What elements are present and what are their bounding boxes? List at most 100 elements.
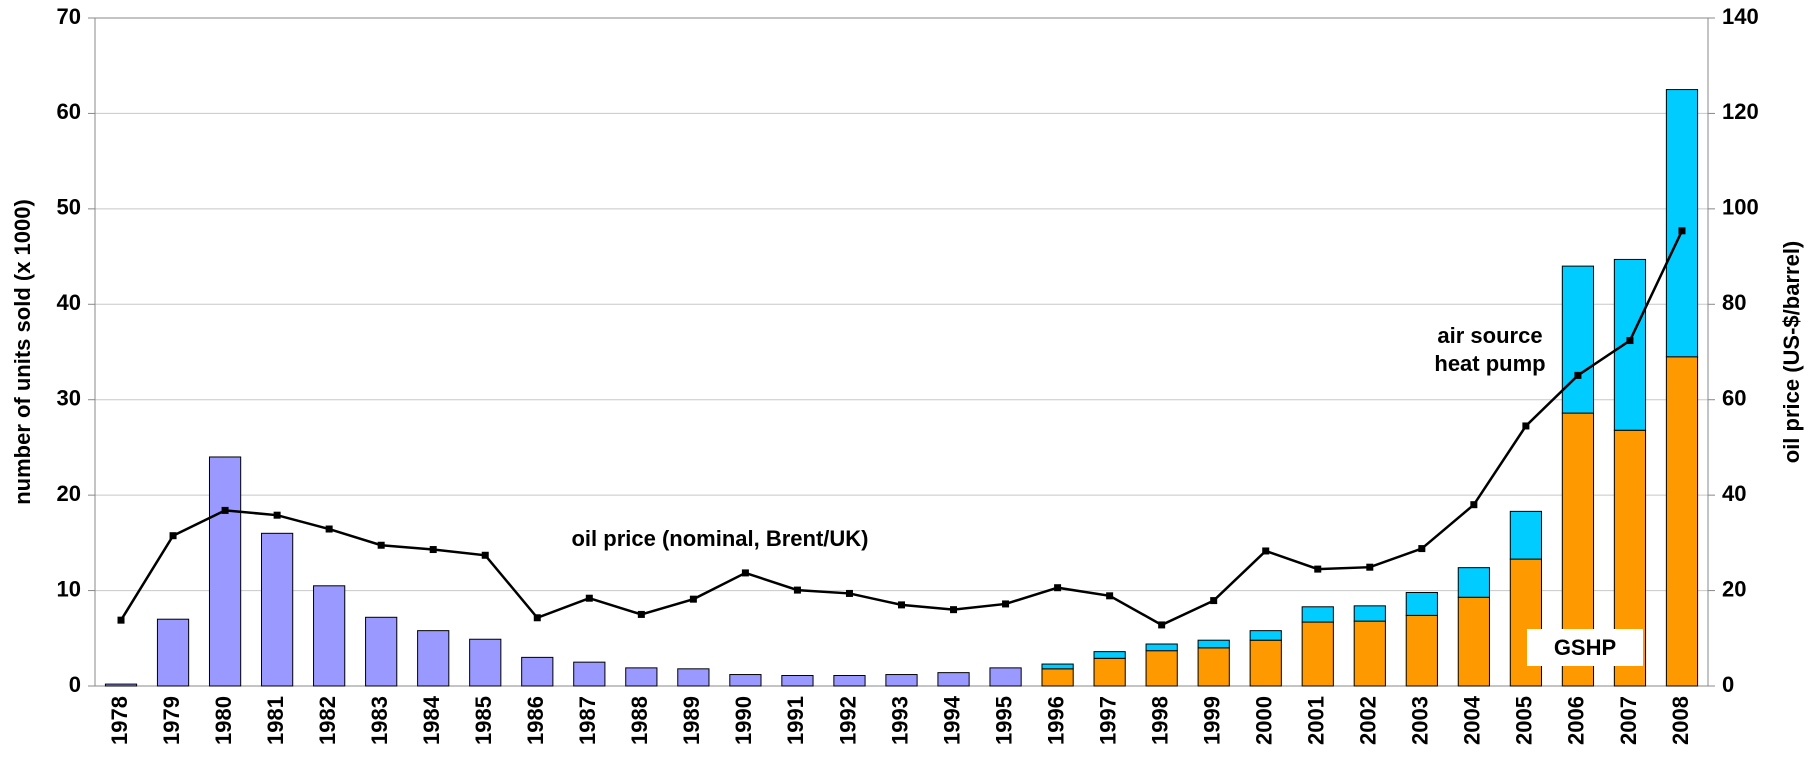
bar xyxy=(1197,639,1230,649)
marker xyxy=(1366,563,1374,571)
bar xyxy=(1093,651,1126,659)
y-tick-label: 50 xyxy=(57,195,81,220)
line xyxy=(119,230,1684,627)
bar xyxy=(781,675,814,687)
x-tick-label: 1994 xyxy=(939,695,964,745)
bar xyxy=(1509,558,1542,687)
x-tick-label: 1992 xyxy=(835,696,860,745)
y2-tick-label: 80 xyxy=(1722,290,1746,315)
x-tick-label: 1989 xyxy=(679,696,704,745)
bar xyxy=(1301,606,1334,623)
bar xyxy=(1665,89,1699,358)
y-tick-label: 40 xyxy=(57,290,81,315)
marker xyxy=(1574,371,1582,379)
y2-tick-label: 20 xyxy=(1722,576,1746,601)
y-tick-label: 20 xyxy=(57,481,81,506)
marker xyxy=(325,525,333,533)
x-tick-label: 1990 xyxy=(731,696,756,745)
marker xyxy=(533,614,541,622)
y-tick-label: 30 xyxy=(57,386,81,411)
x-tick-label: 2004 xyxy=(1460,695,1485,745)
bar xyxy=(1509,510,1542,560)
bar xyxy=(1197,647,1230,687)
bar xyxy=(1041,663,1074,670)
bar xyxy=(1249,639,1282,687)
bar xyxy=(937,672,970,687)
x-tick-label: 2003 xyxy=(1408,696,1433,745)
marker xyxy=(429,546,437,554)
bar xyxy=(1405,614,1438,687)
bar xyxy=(1665,356,1699,687)
x-tick-label: 1991 xyxy=(783,696,808,745)
x-tick-label: 2002 xyxy=(1356,696,1381,745)
marker xyxy=(377,541,385,549)
bar xyxy=(833,675,866,687)
bar xyxy=(1093,657,1126,687)
y2-tick-label: 140 xyxy=(1722,4,1759,29)
y2-tick-label: 120 xyxy=(1722,99,1759,124)
x-tick-label: 1995 xyxy=(991,696,1016,745)
y2-tick-label: 40 xyxy=(1722,481,1746,506)
bar xyxy=(1457,596,1490,687)
marker xyxy=(845,589,853,597)
bar xyxy=(417,630,450,687)
bar xyxy=(1249,630,1282,641)
marker xyxy=(1002,600,1010,608)
marker xyxy=(793,586,801,594)
bar xyxy=(521,656,554,687)
x-tick-label: 1998 xyxy=(1147,696,1172,745)
bar xyxy=(885,674,918,687)
marker xyxy=(1314,565,1322,573)
marker xyxy=(950,606,958,614)
y2-tick-label: 60 xyxy=(1722,386,1746,411)
y-tick-label: 70 xyxy=(57,4,81,29)
x-tick-label: 1999 xyxy=(1200,696,1225,745)
marker xyxy=(221,506,229,514)
bar xyxy=(1145,650,1178,687)
y-tick-label: 10 xyxy=(57,576,81,601)
x-tick-label: 1988 xyxy=(627,696,652,745)
marker xyxy=(1106,592,1114,600)
bar xyxy=(677,668,710,687)
y2-tick-label: 0 xyxy=(1722,672,1734,697)
bar xyxy=(1145,643,1178,652)
x-tick-label: 2008 xyxy=(1668,696,1693,745)
marker xyxy=(741,569,749,577)
marker xyxy=(1522,422,1530,430)
air-source-label: air source heat pump xyxy=(1434,323,1546,376)
bar xyxy=(1457,567,1490,598)
x-tick-label: 2001 xyxy=(1304,696,1329,745)
marker xyxy=(898,601,905,609)
bar xyxy=(1301,621,1334,687)
bar xyxy=(1561,265,1595,414)
x-tick-label: 1981 xyxy=(263,696,288,745)
x-tick-label: 2006 xyxy=(1564,696,1589,745)
x-tick-label: 1997 xyxy=(1095,696,1120,745)
y-axis-label: number of units sold (x 1000) xyxy=(10,199,35,505)
marker xyxy=(169,532,177,540)
y2-axis-label: oil price (US-$/barrel) xyxy=(1779,241,1804,464)
marker xyxy=(273,511,281,519)
marker xyxy=(689,595,697,603)
marker xyxy=(637,610,645,618)
x-tick-label: 2000 xyxy=(1252,696,1277,745)
marker xyxy=(1262,547,1270,555)
bar xyxy=(208,456,242,687)
bar xyxy=(989,667,1022,687)
x-tick-label: 1983 xyxy=(367,696,392,745)
oil-price-label: oil price (nominal, Brent/UK) xyxy=(571,526,869,551)
bar xyxy=(729,674,762,687)
x-tick-label: 1984 xyxy=(419,695,444,745)
marker xyxy=(1678,227,1686,235)
x-tick-label: 1993 xyxy=(887,696,912,745)
gshp-label: GSHP xyxy=(1527,629,1643,666)
y-tick-label: 0 xyxy=(69,672,81,697)
x-tick-label: 1978 xyxy=(107,696,132,745)
bar xyxy=(1613,258,1647,431)
marker xyxy=(1626,337,1634,345)
y2-tick-label: 100 xyxy=(1722,195,1759,220)
y-tick-label: 60 xyxy=(57,99,81,124)
marker xyxy=(481,551,489,559)
